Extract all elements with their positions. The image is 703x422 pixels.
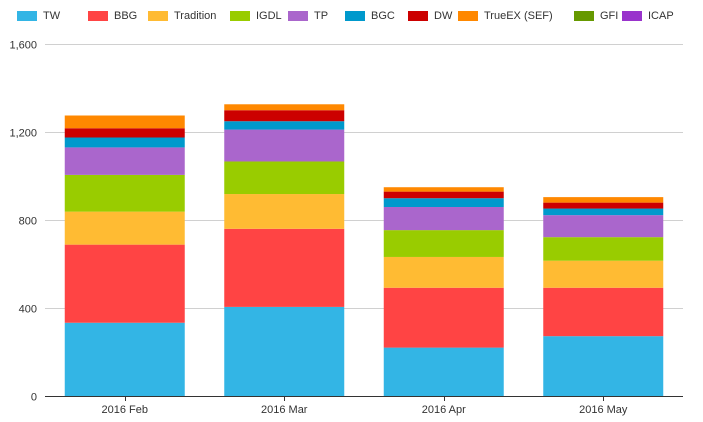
legend-item[interactable]: TW [17,7,60,25]
legend-item[interactable]: Tradition [148,7,216,25]
legend-label: IGDL [256,10,282,22]
legend-swatch [458,11,478,21]
bar-segment-bbg[interactable] [543,287,664,337]
bar-segment-igdl[interactable] [543,237,664,261]
bar-segment-bgc[interactable] [64,137,185,148]
bar-stack [543,197,664,396]
legend-item[interactable]: BGC [345,7,395,25]
legend-swatch [17,11,37,21]
bar-segment-tw[interactable] [224,306,345,396]
bar-segment-dw[interactable] [64,128,185,138]
legend-label: DW [434,10,453,22]
x-tick-label: 2016 Mar [261,404,308,416]
bar-segment-igdl[interactable] [383,230,504,257]
bar-segment-tw[interactable] [543,336,664,396]
bar-segment-bbg[interactable] [64,244,185,323]
legend-swatch [574,11,594,21]
bar-segment-bgc[interactable] [383,198,504,208]
legend: TW BBG Tradition IGDL TP BGC DW TrueEX (SEF) GFI… [0,7,703,25]
bar-segment-trueex-sef[interactable] [224,104,345,111]
legend-swatch [408,11,428,21]
x-tick-label: 2016 May [579,404,628,416]
y-tick-label: 800 [19,216,37,228]
bar-segment-igdl[interactable] [64,174,185,212]
bar-segment-bgc[interactable] [543,208,664,216]
legend-label: TP [314,10,329,22]
y-tick-label: 1,200 [9,128,37,140]
bar-segment-bgc[interactable] [224,121,345,130]
bar-segment-dw[interactable] [543,202,664,209]
legend-item[interactable]: TP [288,7,328,25]
legend-swatch [230,11,250,21]
bar-stack [64,115,185,396]
legend-label: ICAP [648,10,674,22]
legend-label: Tradition [174,10,217,22]
bar-segment-tp[interactable] [224,129,345,162]
bar-stack [383,187,504,396]
bar-segment-trueex-sef[interactable] [383,187,504,192]
bar-segment-bbg[interactable] [224,228,345,307]
legend-swatch [622,11,642,21]
bar-segment-tradition[interactable] [224,194,345,229]
bar-segment-tradition[interactable] [383,256,504,288]
legend-label: BGC [371,10,395,22]
y-tick-label: 400 [19,304,37,316]
y-tick-label: 0 [31,392,37,404]
x-tick-label: 2016 Feb [102,404,148,416]
legend-item[interactable]: ICAP [622,7,674,25]
bar-segment-dw[interactable] [224,110,345,122]
bar-segment-tw[interactable] [383,347,504,396]
bar-segment-tp[interactable] [64,147,185,175]
bar-segment-bbg[interactable] [383,287,504,348]
legend-swatch [88,11,108,21]
legend-label: TW [43,10,61,22]
bar-segment-dw[interactable] [383,191,504,199]
bar-segment-igdl[interactable] [224,161,345,195]
bar-stack [224,104,345,396]
bar-segment-tp[interactable] [383,207,504,231]
legend-label: GFI [600,10,619,22]
bar-segment-trueex-sef[interactable] [543,197,664,203]
legend-item[interactable]: TrueEX (SEF) [458,7,553,25]
legend-label: TrueEX (SEF) [484,10,553,22]
bar-segment-tw[interactable] [64,322,185,396]
legend-swatch [148,11,168,21]
legend-swatch [345,11,365,21]
bar-segment-trueex-sef[interactable] [64,115,185,129]
y-tick-label: 1,600 [9,40,37,52]
bar-segment-tradition[interactable] [543,260,664,288]
legend-swatch [288,11,308,21]
legend-item[interactable]: IGDL [230,7,282,25]
legend-label: BBG [114,10,138,22]
bar-segment-tradition[interactable] [64,211,185,245]
legend-item[interactable]: GFI [574,7,618,25]
legend-item[interactable]: BBG [88,7,137,25]
bar-segment-tp[interactable] [543,215,664,238]
x-tick-label: 2016 Apr [422,404,466,416]
legend-item[interactable]: DW [408,7,452,25]
